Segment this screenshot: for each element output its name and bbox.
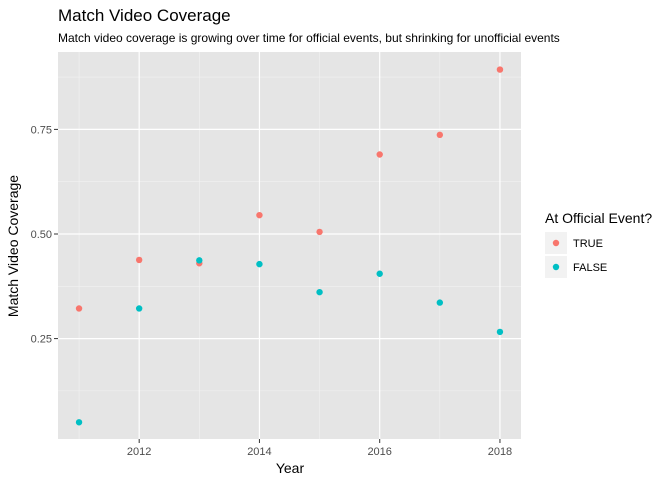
data-points bbox=[75, 66, 504, 426]
data-point-true bbox=[75, 305, 83, 312]
x-tick-label: 2014 bbox=[247, 446, 271, 458]
y-axis-title: Match Video Coverage bbox=[5, 175, 21, 317]
legend-marker-false bbox=[552, 263, 560, 271]
chart-subtitle: Match video coverage is growing over tim… bbox=[58, 31, 560, 45]
x-tick-label: 2016 bbox=[367, 446, 391, 458]
x-axis-title: Year bbox=[276, 460, 305, 476]
major-gridlines bbox=[58, 52, 521, 439]
legend-title: At Official Event? bbox=[545, 210, 652, 226]
data-point-false bbox=[75, 419, 83, 426]
data-point-true bbox=[135, 256, 143, 264]
data-point-false bbox=[256, 260, 263, 268]
data-point-false bbox=[196, 257, 203, 264]
chart-title: Match Video Coverage bbox=[58, 6, 231, 25]
x-axis: 2012 2014 2016 2018 bbox=[127, 439, 512, 458]
data-point-true bbox=[256, 211, 263, 219]
data-point-true bbox=[436, 131, 444, 139]
data-point-true bbox=[496, 66, 504, 73]
data-point-false bbox=[316, 288, 323, 296]
y-axis: 0.25 0.50 0.75 bbox=[31, 124, 58, 346]
plot-panel bbox=[58, 52, 521, 439]
legend-label-false: FALSE bbox=[573, 262, 607, 274]
minor-gridlines bbox=[58, 52, 521, 439]
data-point-false bbox=[135, 305, 143, 312]
legend-marker-true bbox=[552, 239, 560, 247]
y-tick-label: 0.75 bbox=[31, 124, 52, 136]
data-point-false bbox=[496, 328, 504, 336]
y-tick-label: 0.25 bbox=[31, 334, 52, 346]
data-point-false bbox=[436, 299, 444, 306]
data-point-true bbox=[376, 151, 383, 158]
x-tick-label: 2012 bbox=[127, 446, 151, 458]
data-point-true bbox=[316, 228, 323, 236]
x-tick-label: 2018 bbox=[488, 446, 512, 458]
legend: At Official Event? TRUE FALSE bbox=[545, 210, 652, 278]
legend-label-true: TRUE bbox=[573, 238, 603, 250]
y-tick-label: 0.50 bbox=[31, 229, 52, 241]
data-point-false bbox=[376, 270, 383, 277]
